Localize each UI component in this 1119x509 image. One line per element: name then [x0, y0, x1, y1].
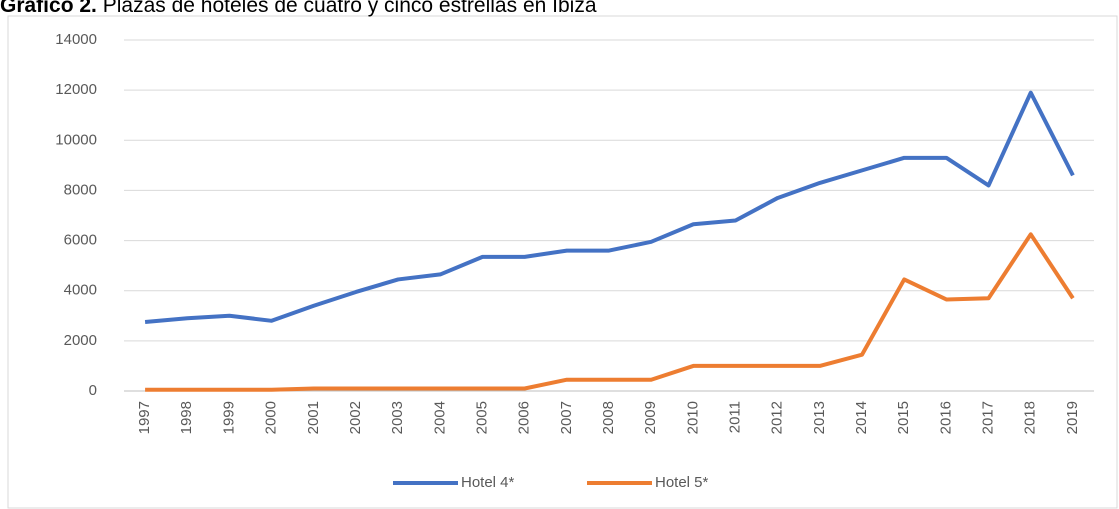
x-tick-label: 2001: [305, 401, 322, 434]
x-tick-label: 2019: [1064, 401, 1081, 434]
x-tick-label: 2018: [1022, 401, 1039, 434]
x-tick-label: 2002: [347, 401, 364, 434]
x-tick-label: 2000: [263, 401, 280, 434]
y-tick-label: 12000: [55, 81, 97, 98]
x-tick-label: 2012: [769, 401, 786, 434]
chart-frame: [7, 15, 1118, 509]
x-tick-label: 1998: [178, 401, 195, 434]
x-tick-label: 2014: [853, 401, 870, 434]
x-tick-label: 2009: [642, 401, 659, 434]
y-tick-label: 2000: [64, 332, 97, 349]
x-tick-label: 2013: [811, 401, 828, 434]
x-tick-label: 2011: [726, 401, 743, 433]
x-tick-label: 2016: [937, 401, 954, 434]
y-tick-label: 4000: [64, 282, 97, 299]
y-tick-label: 0: [89, 382, 97, 399]
x-tick-label: 2005: [473, 401, 490, 434]
y-tick-label: 10000: [55, 131, 97, 148]
y-tick-label: 8000: [64, 181, 97, 198]
x-tick-label: 2006: [516, 401, 533, 434]
x-tick-label: 1999: [220, 401, 237, 434]
line-series: [145, 232, 1075, 392]
x-tick-label: 2003: [389, 401, 406, 434]
x-tick-label: 2008: [600, 401, 617, 434]
line-series: [144, 90, 1075, 325]
legend-label: Hotel 4*: [461, 474, 515, 491]
y-tick-label: 14000: [55, 31, 97, 48]
x-tick-label: 2004: [431, 401, 448, 434]
y-tick-label: 6000: [64, 232, 97, 249]
x-tick-label: 2007: [558, 401, 575, 434]
x-tick-label: 2010: [684, 401, 701, 434]
title-text: Plazas de hoteles de cuatro y cinco estr…: [103, 0, 597, 17]
x-tick-label: 1997: [136, 401, 153, 434]
x-tick-label: 2015: [895, 401, 912, 434]
legend-label: Hotel 5*: [655, 474, 709, 491]
chart-title: Gráfico 2. Plazas de hoteles de cuatro y…: [0, 0, 597, 17]
title-prefix: Gráfico 2.: [0, 0, 97, 17]
x-tick-label: 2017: [980, 401, 997, 434]
